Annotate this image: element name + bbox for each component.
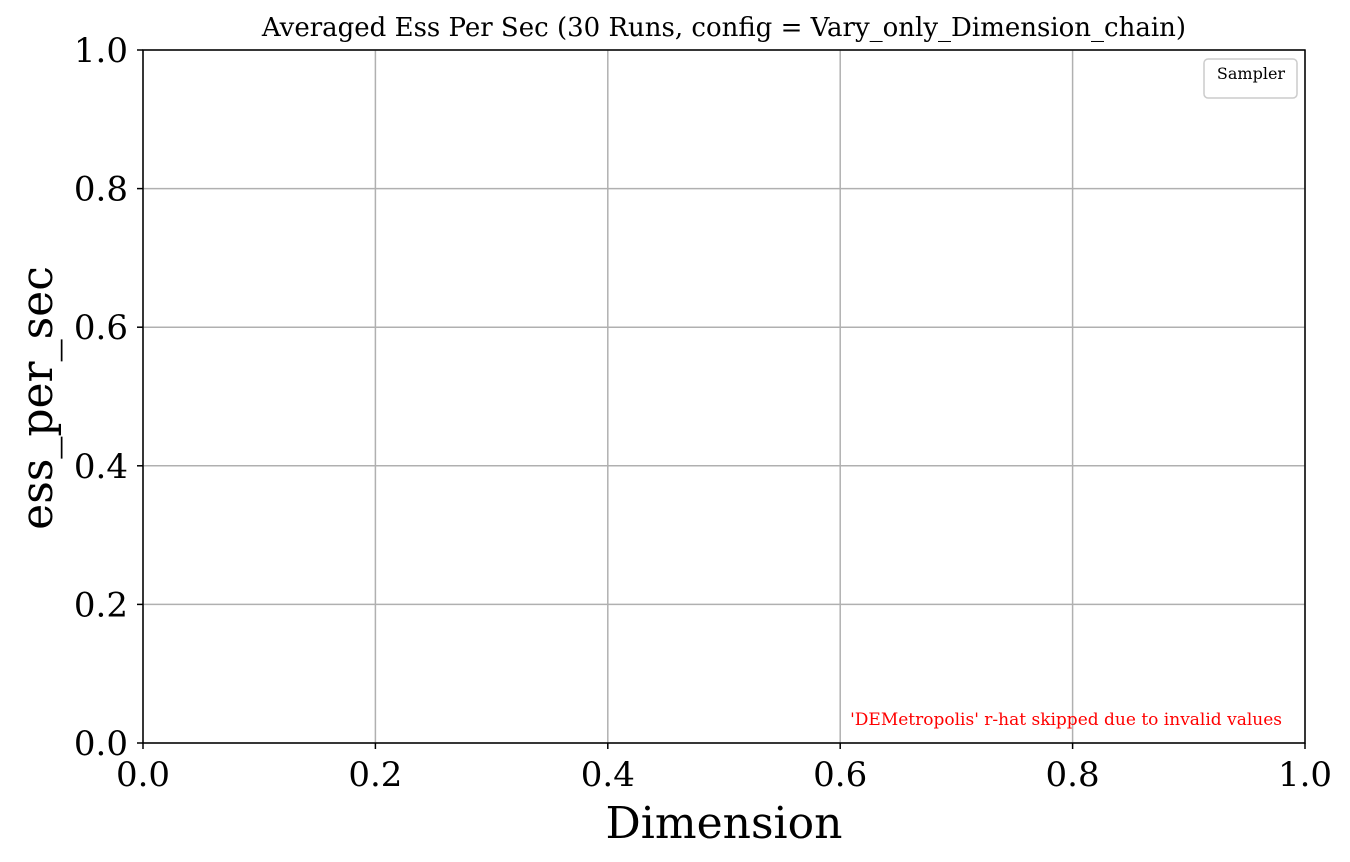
y-tick-label: 0.8 xyxy=(74,170,128,210)
y-axis-ticks: 0.0 0.2 0.4 0.6 0.8 1.0 xyxy=(74,31,143,764)
y-tick-label: 0.2 xyxy=(74,585,128,625)
legend: Sampler xyxy=(1203,58,1298,99)
y-tick-label: 0.6 xyxy=(74,308,128,348)
x-tick-label: 0.8 xyxy=(1046,755,1100,795)
grid-lines xyxy=(142,49,1306,744)
annotation-text: 'DEMetropolis' r-hat skipped due to inva… xyxy=(850,710,1282,730)
y-tick-label: 1.0 xyxy=(74,31,128,71)
x-tick-label: 0.4 xyxy=(581,755,635,795)
chart-title: Averaged Ess Per Sec (30 Runs, config = … xyxy=(261,13,1186,43)
x-tick-label: 0.2 xyxy=(348,755,402,795)
y-tick-label: 0.0 xyxy=(74,724,128,764)
plot-area xyxy=(142,49,1306,744)
legend-box xyxy=(1203,58,1298,99)
y-tick-label: 0.4 xyxy=(74,447,128,487)
x-axis-ticks: 0.0 0.2 0.4 0.6 0.8 1.0 xyxy=(116,743,1332,795)
x-tick-label: 1.0 xyxy=(1278,755,1332,795)
x-tick-label: 0.0 xyxy=(116,755,170,795)
x-tick-label: 0.6 xyxy=(813,755,867,795)
legend-title: Sampler xyxy=(1217,64,1286,83)
y-axis-label: ess_per_sec xyxy=(12,266,63,530)
x-axis-label: Dimension xyxy=(606,798,843,849)
